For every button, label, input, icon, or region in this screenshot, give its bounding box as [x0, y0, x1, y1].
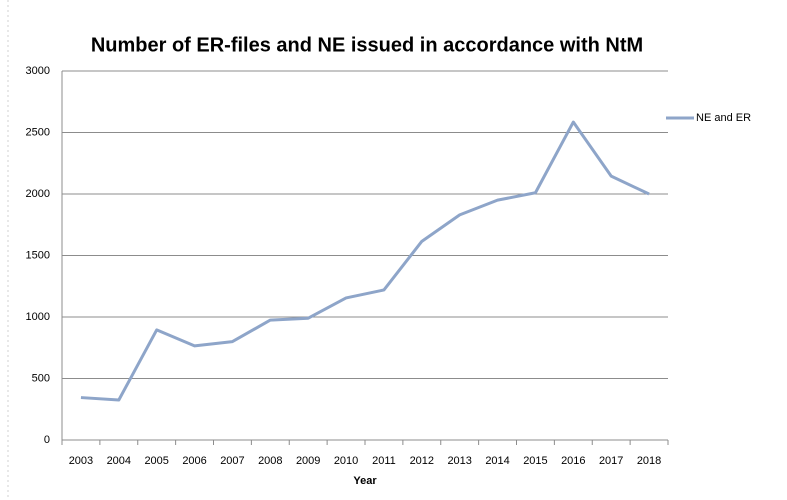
x-tick-label: 2015: [523, 455, 547, 467]
line-series: [80, 120, 650, 402]
x-tick-label: 2013: [447, 455, 471, 467]
y-tick-label: 0: [44, 434, 50, 446]
y-tick-label: 500: [32, 372, 50, 384]
x-tick-label: 2004: [107, 455, 131, 467]
y-tick-label: 1000: [26, 311, 50, 323]
y-tick-label: 1500: [26, 249, 50, 261]
x-tick-label: 2006: [182, 455, 206, 467]
x-tick-label: 2003: [69, 455, 93, 467]
x-tick-label: 2018: [637, 455, 661, 467]
x-tick-label: 2011: [372, 455, 396, 467]
x-tick-label: 2010: [334, 455, 358, 467]
y-tick-label: 3000: [26, 65, 50, 77]
y-tick-label: 2500: [26, 126, 50, 138]
y-tick-label: 2000: [26, 188, 50, 200]
legend-label: NE and ER: [696, 112, 751, 124]
x-tick-label: 2005: [144, 455, 168, 467]
x-tick-label: 2009: [296, 455, 320, 467]
x-tick-label: 2007: [220, 455, 244, 467]
x-tick-label: 2016: [561, 455, 585, 467]
x-tick-label: 2012: [410, 455, 434, 467]
x-tick-label: 2008: [258, 455, 282, 467]
x-tick-label: 2014: [485, 455, 509, 467]
chart-title: Number of ER-files and NE issued in acco…: [91, 34, 643, 56]
x-axis-title: Year: [353, 475, 377, 487]
x-tick-label: 2017: [599, 455, 623, 467]
